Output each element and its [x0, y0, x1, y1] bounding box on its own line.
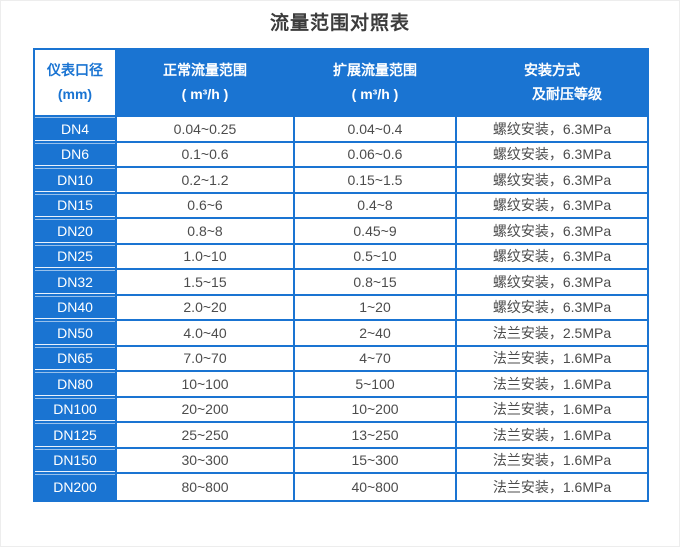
table-row: DN80 10~100 5~100 法兰安装，1.6MPa: [35, 372, 647, 398]
diameter-cell: DN100: [35, 397, 117, 423]
diameter-cell: DN4: [35, 117, 117, 143]
normal-flow-cell: 10~100: [117, 372, 295, 398]
diameter-cell: DN6: [35, 142, 117, 168]
installation-cell: 螺纹安装，6.3MPa: [457, 142, 647, 168]
installation-cell: 法兰安装，2.5MPa: [457, 321, 647, 347]
flow-range-table: 仪表口径 (mm) 正常流量范围 ( m³/h ) 扩展流量范围 ( m³/h …: [33, 48, 649, 502]
header-installation: 安装方式 及耐压等级: [457, 50, 647, 117]
header-normal-flow-line2: ( m³/h ): [181, 85, 229, 102]
extended-flow-cell: 0.45~9: [295, 219, 457, 245]
header-extended-flow-line2: ( m³/h ): [351, 85, 399, 102]
normal-flow-cell: 7.0~70: [117, 346, 295, 372]
diameter-cell: DN200: [35, 474, 117, 500]
extended-flow-cell: 4~70: [295, 346, 457, 372]
installation-cell: 螺纹安装，6.3MPa: [457, 295, 647, 321]
normal-flow-cell: 20~200: [117, 397, 295, 423]
diameter-cell: DN20: [35, 219, 117, 245]
diameter-cell: DN150: [35, 448, 117, 474]
diameter-cell: DN80: [35, 372, 117, 398]
table-row: DN65 7.0~70 4~70 法兰安装，1.6MPa: [35, 346, 647, 372]
installation-cell: 螺纹安装，6.3MPa: [457, 219, 647, 245]
header-installation-line1: 安装方式: [524, 62, 580, 79]
extended-flow-cell: 0.8~15: [295, 270, 457, 296]
table-row: DN50 4.0~40 2~40 法兰安装，2.5MPa: [35, 321, 647, 347]
normal-flow-cell: 0.04~0.25: [117, 117, 295, 143]
extended-flow-cell: 0.4~8: [295, 193, 457, 219]
table-row: DN125 25~250 13~250 法兰安装，1.6MPa: [35, 423, 647, 449]
diameter-cell: DN15: [35, 193, 117, 219]
normal-flow-cell: 80~800: [117, 474, 295, 500]
normal-flow-cell: 1.0~10: [117, 244, 295, 270]
extended-flow-cell: 40~800: [295, 474, 457, 500]
normal-flow-cell: 1.5~15: [117, 270, 295, 296]
table-row: DN6 0.1~0.6 0.06~0.6 螺纹安装，6.3MPa: [35, 142, 647, 168]
header-normal-flow: 正常流量范围 ( m³/h ): [117, 50, 295, 117]
header-diameter: 仪表口径 (mm): [35, 50, 117, 117]
installation-cell: 法兰安装，1.6MPa: [457, 474, 647, 500]
diameter-cell: DN25: [35, 244, 117, 270]
extended-flow-cell: 1~20: [295, 295, 457, 321]
table-row: DN40 2.0~20 1~20 螺纹安装，6.3MPa: [35, 295, 647, 321]
installation-cell: 螺纹安装，6.3MPa: [457, 270, 647, 296]
extended-flow-cell: 0.15~1.5: [295, 168, 457, 194]
installation-cell: 法兰安装，1.6MPa: [457, 423, 647, 449]
extended-flow-cell: 5~100: [295, 372, 457, 398]
normal-flow-cell: 0.2~1.2: [117, 168, 295, 194]
header-installation-line2: 及耐压等级: [532, 85, 602, 102]
diameter-cell: DN40: [35, 295, 117, 321]
page-title: 流量范围对照表: [269, 13, 410, 34]
header-diameter-line2: (mm): [57, 85, 93, 102]
table-header: 仪表口径 (mm) 正常流量范围 ( m³/h ) 扩展流量范围 ( m³/h …: [35, 50, 647, 117]
installation-cell: 法兰安装，1.6MPa: [457, 346, 647, 372]
installation-cell: 法兰安装，1.6MPa: [457, 372, 647, 398]
normal-flow-cell: 0.1~0.6: [117, 142, 295, 168]
installation-cell: 螺纹安装，6.3MPa: [457, 168, 647, 194]
table-row: DN32 1.5~15 0.8~15 螺纹安装，6.3MPa: [35, 270, 647, 296]
normal-flow-cell: 25~250: [117, 423, 295, 449]
normal-flow-cell: 0.8~8: [117, 219, 295, 245]
table-row: DN10 0.2~1.2 0.15~1.5 螺纹安装，6.3MPa: [35, 168, 647, 194]
flow-range-table-grid: 仪表口径 (mm) 正常流量范围 ( m³/h ) 扩展流量范围 ( m³/h …: [35, 50, 647, 500]
installation-cell: 螺纹安装，6.3MPa: [457, 244, 647, 270]
installation-cell: 螺纹安装，6.3MPa: [457, 117, 647, 143]
header-diameter-line1: 仪表口径: [47, 62, 103, 79]
diameter-cell: DN65: [35, 346, 117, 372]
normal-flow-cell: 2.0~20: [117, 295, 295, 321]
header-extended-flow: 扩展流量范围 ( m³/h ): [295, 50, 457, 117]
table-row: DN25 1.0~10 0.5~10 螺纹安装，6.3MPa: [35, 244, 647, 270]
installation-cell: 螺纹安装，6.3MPa: [457, 193, 647, 219]
diameter-cell: DN50: [35, 321, 117, 347]
header-extended-flow-line1: 扩展流量范围: [333, 62, 417, 79]
normal-flow-cell: 0.6~6: [117, 193, 295, 219]
installation-cell: 法兰安装，1.6MPa: [457, 448, 647, 474]
extended-flow-cell: 2~40: [295, 321, 457, 347]
table-row: DN20 0.8~8 0.45~9 螺纹安装，6.3MPa: [35, 219, 647, 245]
table-row: DN100 20~200 10~200 法兰安装，1.6MPa: [35, 397, 647, 423]
header-row: 仪表口径 (mm) 正常流量范围 ( m³/h ) 扩展流量范围 ( m³/h …: [35, 50, 647, 117]
table-row: DN15 0.6~6 0.4~8 螺纹安装，6.3MPa: [35, 193, 647, 219]
extended-flow-cell: 0.06~0.6: [295, 142, 457, 168]
table-row: DN200 80~800 40~800 法兰安装，1.6MPa: [35, 474, 647, 500]
extended-flow-cell: 0.5~10: [295, 244, 457, 270]
header-normal-flow-line1: 正常流量范围: [163, 62, 247, 79]
normal-flow-cell: 30~300: [117, 448, 295, 474]
diameter-cell: DN125: [35, 423, 117, 449]
extended-flow-cell: 10~200: [295, 397, 457, 423]
extended-flow-cell: 15~300: [295, 448, 457, 474]
table-row: DN150 30~300 15~300 法兰安装，1.6MPa: [35, 448, 647, 474]
extended-flow-cell: 13~250: [295, 423, 457, 449]
normal-flow-cell: 4.0~40: [117, 321, 295, 347]
diameter-cell: DN32: [35, 270, 117, 296]
table-body: DN4 0.04~0.25 0.04~0.4 螺纹安装，6.3MPa DN6 0…: [35, 117, 647, 500]
diameter-cell: DN10: [35, 168, 117, 194]
extended-flow-cell: 0.04~0.4: [295, 117, 457, 143]
installation-cell: 法兰安装，1.6MPa: [457, 397, 647, 423]
table-row: DN4 0.04~0.25 0.04~0.4 螺纹安装，6.3MPa: [35, 117, 647, 143]
